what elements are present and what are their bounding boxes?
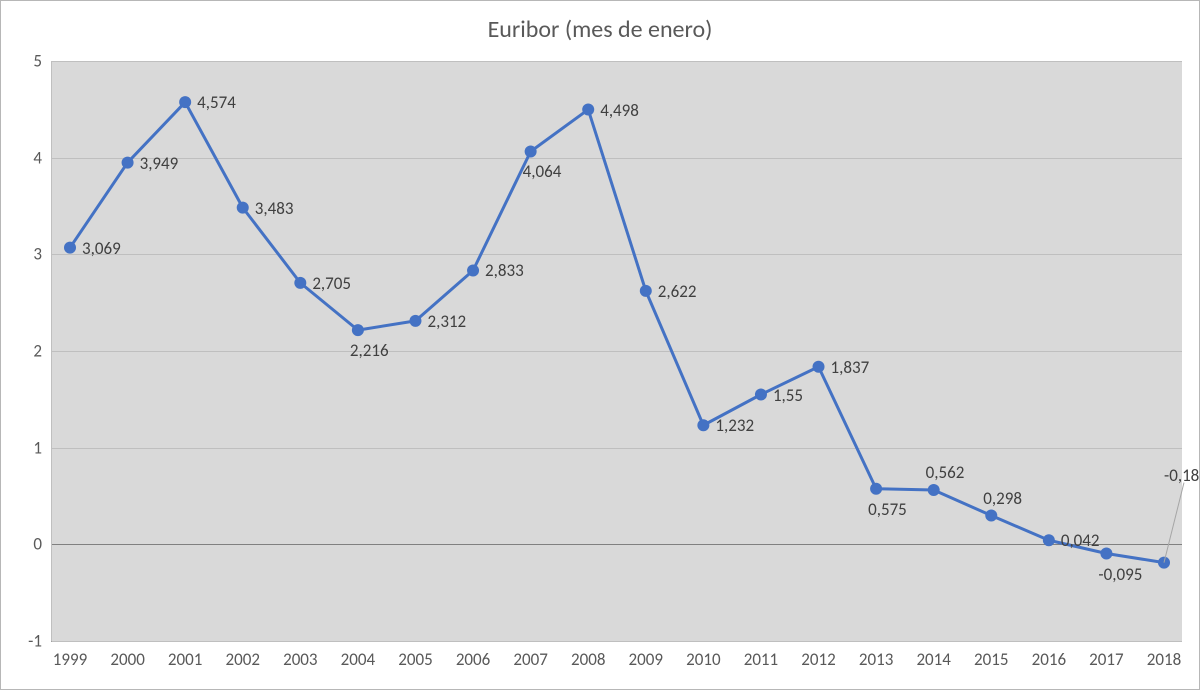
data-label: 0,575 xyxy=(868,499,907,520)
data-label: 2,622 xyxy=(658,281,697,302)
data-label: 3,949 xyxy=(140,153,179,174)
x-axis-tick-label: 2005 xyxy=(398,641,432,670)
gridline xyxy=(52,641,1182,642)
x-axis-tick-label: 2014 xyxy=(916,641,950,670)
x-axis-tick-label: 2013 xyxy=(859,641,893,670)
data-marker xyxy=(697,419,709,431)
x-axis-tick-label: 2009 xyxy=(629,641,663,670)
data-label: 0,562 xyxy=(926,462,965,483)
data-marker xyxy=(1043,534,1055,546)
data-marker xyxy=(294,277,306,289)
data-label: 4,064 xyxy=(523,161,562,182)
chart-title: Euribor (mes de enero) xyxy=(1,15,1199,44)
x-axis-tick-label: 2015 xyxy=(974,641,1008,670)
x-axis-tick-label: 2001 xyxy=(168,641,202,670)
data-label: 0,042 xyxy=(1061,530,1100,551)
data-label: 2,216 xyxy=(350,340,389,361)
data-label: -0,189 xyxy=(1164,465,1200,486)
data-marker xyxy=(237,202,249,214)
data-label: 3,483 xyxy=(255,198,294,219)
y-axis-tick-label: 1 xyxy=(33,437,52,458)
data-label: 1,55 xyxy=(773,385,803,406)
data-marker xyxy=(640,285,652,297)
y-axis-tick-label: 0 xyxy=(33,534,52,555)
data-label: 2,833 xyxy=(485,260,524,281)
data-label: 4,574 xyxy=(197,92,236,113)
chart-container: Euribor (mes de enero) -1012345199920002… xyxy=(0,0,1200,690)
x-axis-tick-label: 2010 xyxy=(686,641,720,670)
plot-area: -101234519992000200120022003200420052006… xyxy=(51,61,1182,642)
line-layer xyxy=(52,61,1182,641)
data-marker xyxy=(122,157,134,169)
y-axis-tick-label: 5 xyxy=(33,51,52,72)
data-marker xyxy=(985,510,997,522)
data-marker xyxy=(755,389,767,401)
x-axis-tick-label: 2000 xyxy=(110,641,144,670)
x-axis-tick-label: 2012 xyxy=(801,641,835,670)
x-axis-tick-label: 2011 xyxy=(744,641,778,670)
y-axis-tick-label: 4 xyxy=(33,147,52,168)
data-marker xyxy=(525,145,537,157)
data-marker xyxy=(582,104,594,116)
x-axis-tick-label: 2007 xyxy=(513,641,547,670)
data-label: 0,298 xyxy=(983,488,1022,509)
data-marker xyxy=(928,484,940,496)
x-axis-tick-label: 1999 xyxy=(53,641,87,670)
data-label: 1,837 xyxy=(831,357,870,378)
data-marker xyxy=(870,483,882,495)
data-marker xyxy=(1100,548,1112,560)
data-marker xyxy=(409,315,421,327)
data-label: 2,705 xyxy=(312,273,351,294)
data-marker xyxy=(352,324,364,336)
data-label: 3,069 xyxy=(82,238,121,259)
leader-line xyxy=(1164,483,1184,563)
x-axis-tick-label: 2004 xyxy=(341,641,375,670)
data-label: 2,312 xyxy=(427,311,466,332)
data-marker xyxy=(179,96,191,108)
y-axis-tick-label: 2 xyxy=(33,341,52,362)
x-axis-tick-label: 2002 xyxy=(226,641,260,670)
x-axis-tick-label: 2008 xyxy=(571,641,605,670)
x-axis-tick-label: 2006 xyxy=(456,641,490,670)
x-axis-tick-label: 2003 xyxy=(283,641,317,670)
y-axis-tick-label: 3 xyxy=(33,244,52,265)
x-axis-tick-label: 2018 xyxy=(1147,641,1181,670)
data-marker xyxy=(467,264,479,276)
data-marker xyxy=(64,242,76,254)
data-label: 4,498 xyxy=(600,100,639,121)
x-axis-tick-label: 2016 xyxy=(1032,641,1066,670)
data-label: 1,232 xyxy=(715,415,754,436)
data-label: -0,095 xyxy=(1098,564,1142,585)
x-axis-tick-label: 2017 xyxy=(1089,641,1123,670)
y-axis-tick-label: -1 xyxy=(28,631,52,652)
data-marker xyxy=(813,361,825,373)
